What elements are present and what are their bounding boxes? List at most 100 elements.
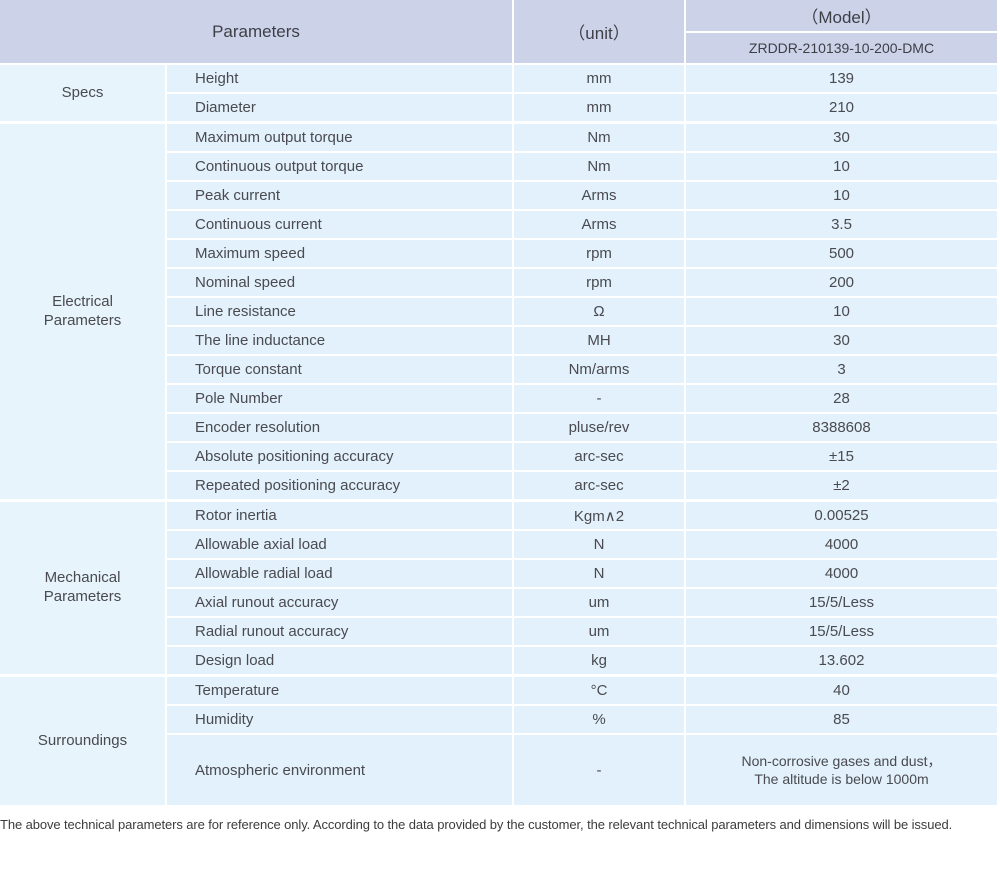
header-model-label: （Model）: [686, 0, 997, 31]
header-model-value: ZRDDR-210139-10-200-DMC: [686, 33, 997, 63]
unit-cell: -: [514, 735, 684, 805]
value-cell: Non-corrosive gases and dust， The altitu…: [686, 735, 997, 805]
header-parameters: Parameters: [0, 0, 512, 63]
value-cell: 3: [686, 356, 997, 383]
table-row: Axial runout accuracy um 15/5/Less: [167, 589, 997, 616]
table-row: Pole Number -28: [167, 385, 997, 412]
group-label-mechanical-parameters: Mechanical Parameters: [0, 502, 165, 674]
table-row: Height mm 139: [167, 65, 997, 92]
value-cell: 85: [686, 706, 997, 733]
section-surroundings: Surroundings Temperature °C 40 Humidity% 85 At…: [0, 677, 997, 805]
unit-cell: N: [514, 560, 684, 587]
table-row: Diameter mm 210: [167, 94, 997, 121]
section-rows: Rotor inertia Kgm∧2 0.00525 Allowable axial…: [167, 502, 997, 674]
table-row: Allowable axial load N 4000: [167, 531, 997, 558]
param-name-cell: Repeated positioning accuracy: [167, 472, 512, 499]
table-row: Nominal speed rpm 200: [167, 269, 997, 296]
table-body: Specs Height mm 139 Diameter mm 210 Electrical …: [0, 65, 997, 805]
table-row: Rotor inertia Kgm∧2 0.00525: [167, 502, 997, 529]
unit-cell: Kgm∧2: [514, 502, 684, 529]
param-name-cell: Axial runout accuracy: [167, 589, 512, 616]
value-cell: 30: [686, 124, 997, 151]
param-name-cell: Atmospheric environment: [167, 735, 512, 805]
value-cell: 500: [686, 240, 997, 267]
value-cell: 30: [686, 327, 997, 354]
unit-cell: -: [514, 385, 684, 412]
unit-cell: MH: [514, 327, 684, 354]
header-unit: （unit）: [514, 0, 684, 63]
value-cell: 40: [686, 677, 997, 704]
table-row: Design load kg 13.602: [167, 647, 997, 674]
unit-cell: mm: [514, 65, 684, 92]
value-cell: ±2: [686, 472, 997, 499]
unit-cell: arc-sec: [514, 472, 684, 499]
table-row: Line resistance Ω 10: [167, 298, 997, 325]
param-name-cell: Radial runout accuracy: [167, 618, 512, 645]
unit-cell: °C: [514, 677, 684, 704]
unit-cell: Arms: [514, 182, 684, 209]
param-name-cell: Peak current: [167, 182, 512, 209]
unit-cell: Nm: [514, 153, 684, 180]
param-name-cell: Pole Number: [167, 385, 512, 412]
table-row: Atmospheric environment - Non-corrosive ga…: [167, 735, 997, 805]
value-cell: 210: [686, 94, 997, 121]
param-name-cell: Nominal speed: [167, 269, 512, 296]
unit-cell: N: [514, 531, 684, 558]
unit-cell: um: [514, 589, 684, 616]
table-row: Encoder resolution pluse/rev 8388608: [167, 414, 997, 441]
table-row: Humidity% 85: [167, 706, 997, 733]
footer-note: The above technical parameters are for r…: [0, 817, 953, 832]
value-cell: 0.00525: [686, 502, 997, 529]
param-name-cell: Encoder resolution: [167, 414, 512, 441]
param-name-cell: Continuous current: [167, 211, 512, 238]
unit-cell: %: [514, 706, 684, 733]
table-row: The line inductance MH 30: [167, 327, 997, 354]
value-cell: 13.602: [686, 647, 997, 674]
value-cell: 3.5: [686, 211, 997, 238]
param-name-cell: Humidity: [167, 706, 512, 733]
table-row: Absolute positioning accuracy arc-sec ±15: [167, 443, 997, 470]
value-cell: 200: [686, 269, 997, 296]
group-label-specs: Specs: [0, 65, 165, 121]
param-name-cell: Diameter: [167, 94, 512, 121]
table-row: Repeated positioning accuracy arc-sec ±2: [167, 472, 997, 499]
unit-cell: Ω: [514, 298, 684, 325]
unit-cell: kg: [514, 647, 684, 674]
param-name-cell: Absolute positioning accuracy: [167, 443, 512, 470]
value-cell: 10: [686, 298, 997, 325]
param-name-cell: Design load: [167, 647, 512, 674]
spec-table: Parameters （unit） （Model） ZRDDR-210139-1…: [0, 0, 997, 805]
param-name-cell: Maximum speed: [167, 240, 512, 267]
value-cell: 8388608: [686, 414, 997, 441]
param-name-cell: Allowable axial load: [167, 531, 512, 558]
table-row: Continuous current Arms 3.5: [167, 211, 997, 238]
section-mechanical-parameters: Mechanical Parameters Rotor inertia Kgm∧2 0…: [0, 502, 997, 674]
unit-cell: Arms: [514, 211, 684, 238]
unit-cell: pluse/rev: [514, 414, 684, 441]
table-row: Temperature °C 40: [167, 677, 997, 704]
section-rows: Maximum output torque Nm 30 Continuous outp…: [167, 124, 997, 499]
table-header: Parameters （unit） （Model） ZRDDR-210139-1…: [0, 0, 997, 63]
section-rows: Height mm 139 Diameter mm 210: [167, 65, 997, 121]
section-electrical-parameters: Electrical Parameters Maximum output torq…: [0, 124, 997, 499]
group-label-surroundings: Surroundings: [0, 677, 165, 805]
param-name-cell: Temperature: [167, 677, 512, 704]
section-rows: Temperature °C 40 Humidity% 85 Atmospheric en…: [167, 677, 997, 805]
param-name-cell: Continuous output torque: [167, 153, 512, 180]
value-cell: 15/5/Less: [686, 589, 997, 616]
table-row: Allowable radial load N 4000: [167, 560, 997, 587]
value-cell: 15/5/Less: [686, 618, 997, 645]
header-model-group: （Model） ZRDDR-210139-10-200-DMC: [686, 0, 997, 63]
value-cell: 10: [686, 182, 997, 209]
table-row: Radial runout accuracy um 15/5/Less: [167, 618, 997, 645]
param-name-cell: The line inductance: [167, 327, 512, 354]
table-row: Peak current Arms 10: [167, 182, 997, 209]
param-name-cell: Torque constant: [167, 356, 512, 383]
unit-cell: mm: [514, 94, 684, 121]
value-cell: ±15: [686, 443, 997, 470]
section-specs: Specs Height mm 139 Diameter mm 210: [0, 65, 997, 121]
table-row: Continuous output torque Nm 10: [167, 153, 997, 180]
unit-cell: rpm: [514, 240, 684, 267]
unit-cell: rpm: [514, 269, 684, 296]
table-row: Maximum output torque Nm 30: [167, 124, 997, 151]
